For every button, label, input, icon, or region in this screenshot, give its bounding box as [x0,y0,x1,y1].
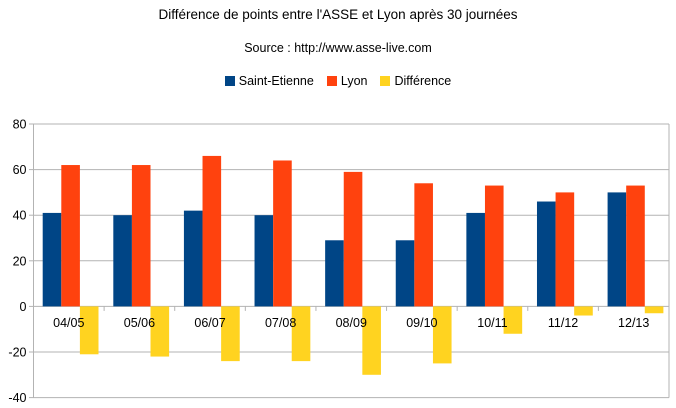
x-axis-label: 07/08 [265,316,296,330]
bar-saint-etienne-07/08 [254,215,274,307]
bar-difference-04/05 [79,306,99,355]
bar-difference-07/08 [291,306,311,362]
y-axis-label: -20 [8,346,26,360]
bar-saint-etienne-12/13 [607,192,627,307]
y-axis-label: 20 [13,254,27,268]
x-axis-label: 05/06 [124,316,155,330]
x-axis-label: 04/05 [53,316,84,330]
x-axis-label: 11/12 [548,316,578,330]
bar-saint-etienne-06/07 [183,210,203,307]
legend-label-saint-etienne: Saint-Etienne [238,74,314,88]
bars [42,155,664,375]
bar-saint-etienne-05/06 [113,215,132,307]
bar-lyon-05/06 [131,165,151,307]
x-axis-label: 09/10 [406,316,437,330]
y-axis-label: 60 [13,163,27,177]
bar-lyon-09/10 [414,183,433,307]
bar-lyon-06/07 [202,155,222,307]
y-axis-label: 0 [20,300,27,314]
x-axis-label: 08/09 [336,316,367,330]
bar-difference-05/06 [150,306,170,357]
bar-saint-etienne-09/10 [395,240,415,307]
legend: Saint-Etienne Lyon Différence [0,74,676,88]
bar-difference-10/11 [503,306,523,334]
bar-saint-etienne-11/12 [536,201,556,307]
bar-lyon-04/05 [61,165,80,307]
legend-label-lyon: Lyon [340,74,368,88]
bar-lyon-07/08 [273,160,292,307]
legend-item-saint-etienne: Saint-Etienne [224,74,314,88]
x-axis-label: 12/13 [618,316,649,330]
bar-saint-etienne-08/09 [325,240,344,307]
bar-lyon-08/09 [343,171,363,307]
bar-saint-etienne-10/11 [466,212,485,307]
bar-difference-11/12 [574,306,593,316]
bar-saint-etienne-04/05 [42,212,62,307]
axis-labels: 80 60 40 20 0 -20 -40 04/05 05/06 06/07 07/08 08/09… [8,118,649,406]
chart-subtitle: Source : http://www.asse-live.com [244,41,432,55]
legend-swatch-lyon [326,76,337,86]
bar-difference-12/13 [644,306,664,314]
legend-item-lyon: Lyon [326,74,368,88]
legend-swatch-saint-etienne [224,76,235,86]
x-axis-label: 10/11 [477,316,507,330]
bar-difference-09/10 [432,306,452,364]
bar-lyon-12/13 [626,185,645,307]
bar-difference-06/07 [221,306,240,362]
legend-swatch-difference [380,76,391,86]
legend-label-difference: Différence [394,74,452,88]
bar-lyon-11/12 [555,192,575,307]
x-axis-label: 06/07 [194,316,225,330]
y-axis-label: 80 [13,118,27,132]
y-axis-label: -40 [8,391,26,405]
bar-difference-08/09 [362,306,381,375]
bar-lyon-10/11 [484,185,504,307]
y-axis-label: 40 [13,209,27,223]
chart-title: Différence de points entre l'ASSE et Lyo… [158,7,518,22]
axes [29,123,670,399]
legend-item-difference: Différence [380,74,451,88]
